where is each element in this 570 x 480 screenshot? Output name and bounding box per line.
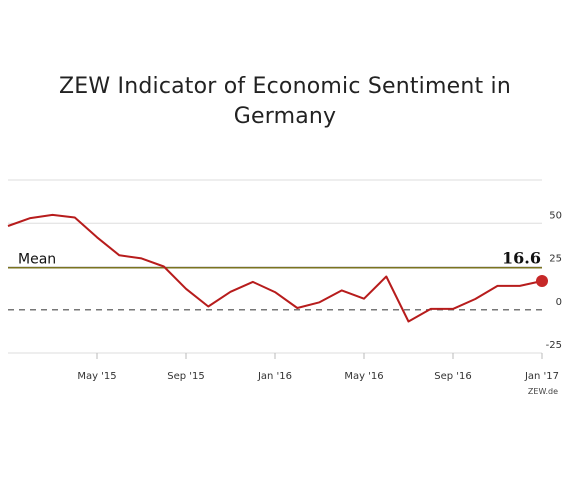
series-line xyxy=(7,213,543,323)
grid-lines xyxy=(8,179,542,354)
y-tick-label: 0 xyxy=(556,297,562,308)
data-point xyxy=(518,284,522,288)
y-tick-label: -25 xyxy=(546,340,562,351)
last-value-marker xyxy=(536,275,548,288)
data-point xyxy=(384,275,388,279)
last-value-label: 16.6 xyxy=(502,249,541,268)
data-point xyxy=(251,280,255,284)
data-point xyxy=(429,307,433,311)
data-point xyxy=(117,253,121,257)
x-tick-label: Sep '16 xyxy=(434,371,472,382)
chart-title-line-2: Germany xyxy=(233,104,337,129)
data-point xyxy=(496,284,500,288)
data-point xyxy=(273,290,277,294)
data-point xyxy=(95,235,99,239)
chart-title: ZEW Indicator of Economic Sentiment in G… xyxy=(0,72,570,132)
x-tick-label: Jan '16 xyxy=(257,371,292,382)
x-tick-label: May '16 xyxy=(344,371,383,382)
data-point xyxy=(229,290,233,294)
data-point xyxy=(6,224,10,228)
data-point xyxy=(73,216,77,220)
x-tick-label: Sep '15 xyxy=(167,371,205,382)
data-point xyxy=(51,213,55,217)
data-point xyxy=(407,320,411,324)
data-point xyxy=(295,306,299,310)
data-point xyxy=(340,288,344,292)
x-tick-label: Jan '17 xyxy=(524,371,559,382)
data-point xyxy=(28,216,32,220)
data-point xyxy=(140,256,144,260)
y-tick-label: 25 xyxy=(549,254,562,265)
x-axis: May '15 Sep '15 Jan '16 May '16 Sep '16 Jan '… xyxy=(77,353,559,382)
y-axis: 50 25 0 -25 xyxy=(546,210,562,351)
data-point xyxy=(162,265,166,269)
mean-label: Mean xyxy=(18,252,56,268)
data-point xyxy=(318,300,322,304)
source-label: ZEW.de xyxy=(528,387,558,396)
data-point xyxy=(206,304,210,308)
data-point xyxy=(184,287,188,291)
data-point xyxy=(451,307,455,311)
x-tick-label: May '15 xyxy=(77,371,116,382)
data-point xyxy=(362,297,366,301)
data-point xyxy=(473,297,477,301)
chart-title-line-1: ZEW Indicator of Economic Sentiment in xyxy=(59,74,511,99)
y-tick-label: 50 xyxy=(549,210,562,221)
